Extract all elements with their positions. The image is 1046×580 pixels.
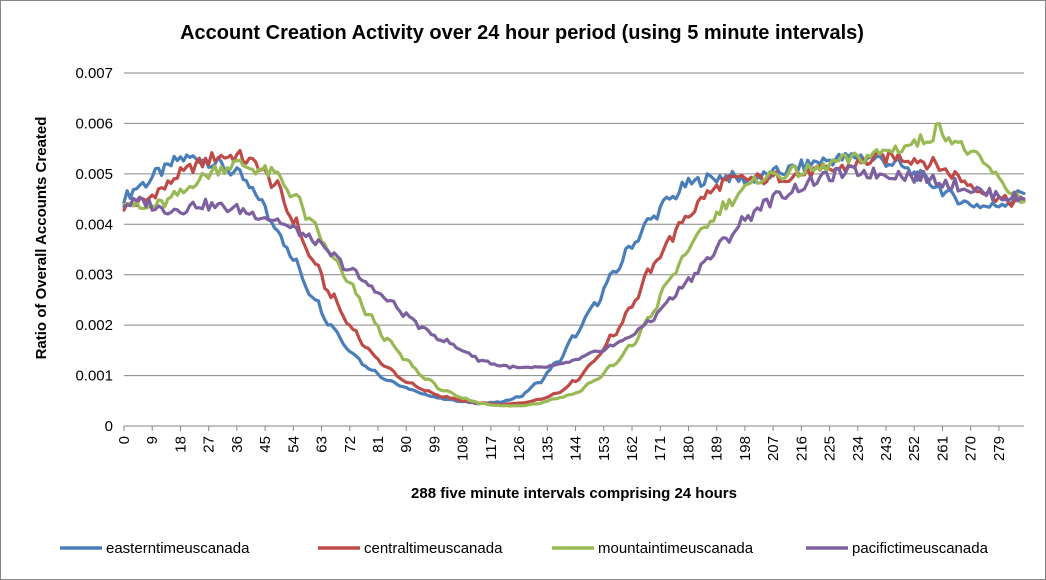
y-tick-label: 0 [105,418,113,435]
y-tick-label: 0.007 [75,65,113,82]
x-axis-title: 288 five minute intervals comprising 24 … [411,485,737,502]
legend: easterntimeuscanada centraltimeuscanada mo… [60,540,989,557]
legend-label-centraltimeuscanada: centraltimeuscanada [364,540,503,557]
x-tick-label: 225 [822,436,839,461]
x-tick-label: 45 [257,436,274,453]
y-axis-title: Ratio of Overall Accounts Created [33,117,50,360]
x-tick-label: 135 [539,436,556,461]
x-tick-label: 108 [455,436,472,461]
x-tick-label: 90 [398,436,415,453]
gridlines [124,72,1024,427]
x-tick-label: 180 [680,436,697,461]
legend-label-mountaintimeuscanada: mountaintimeuscanada [598,540,754,557]
x-tick-label: 18 [172,436,189,453]
x-axis-ticks: 0 9 18 27 36 45 54 63 72 81 90 99 108 117 126 135 144 153… [116,426,1008,461]
x-tick-label: 0 [116,436,133,444]
x-tick-label: 162 [624,436,641,461]
x-tick-label: 72 [342,436,359,453]
x-tick-label: 243 [878,436,895,461]
y-tick-label: 0.002 [75,317,113,334]
x-tick-label: 144 [568,436,585,461]
x-tick-label: 234 [850,436,867,461]
legend-label-easterntimeuscanada: easterntimeuscanada [106,540,250,557]
x-tick-label: 99 [426,436,443,453]
series-line-easterntimeuscanada [122,151,1026,406]
series-lines [122,121,1026,408]
x-tick-label: 54 [285,436,302,453]
y-tick-label: 0.005 [75,166,113,183]
y-tick-label: 0.004 [75,216,113,233]
x-tick-label: 261 [934,436,951,461]
y-axis-ticks: 0 0.001 0.002 0.003 0.004 0.005 0.006 0.007 [75,65,113,435]
legend-label-pacifictimeuscanada: pacifictimeuscanada [852,540,989,557]
x-tick-label: 153 [596,436,613,461]
y-tick-label: 0.006 [75,115,113,132]
x-tick-label: 9 [144,436,161,444]
x-tick-label: 126 [511,436,528,461]
x-tick-label: 198 [737,436,754,461]
x-tick-label: 270 [963,436,980,461]
x-tick-label: 207 [765,436,782,461]
x-tick-label: 252 [906,436,923,461]
series-line-mountaintimeuscanada [122,121,1026,408]
series-line-pacifictimeuscanada [122,164,1026,370]
x-tick-label: 189 [709,436,726,461]
x-tick-label: 27 [201,436,218,453]
y-tick-label: 0.001 [75,368,113,385]
series-line-centraltimeuscanada [122,148,1026,407]
x-tick-label: 117 [483,436,500,460]
x-tick-label: 279 [991,436,1008,461]
chart-title: Account Creation Activity over 24 hour p… [180,22,864,44]
x-tick-label: 63 [314,436,331,453]
x-tick-label: 36 [229,436,246,453]
x-tick-label: 171 [652,436,669,461]
y-tick-label: 0.003 [75,267,113,284]
x-tick-label: 81 [370,436,387,453]
x-tick-label: 216 [793,436,810,461]
